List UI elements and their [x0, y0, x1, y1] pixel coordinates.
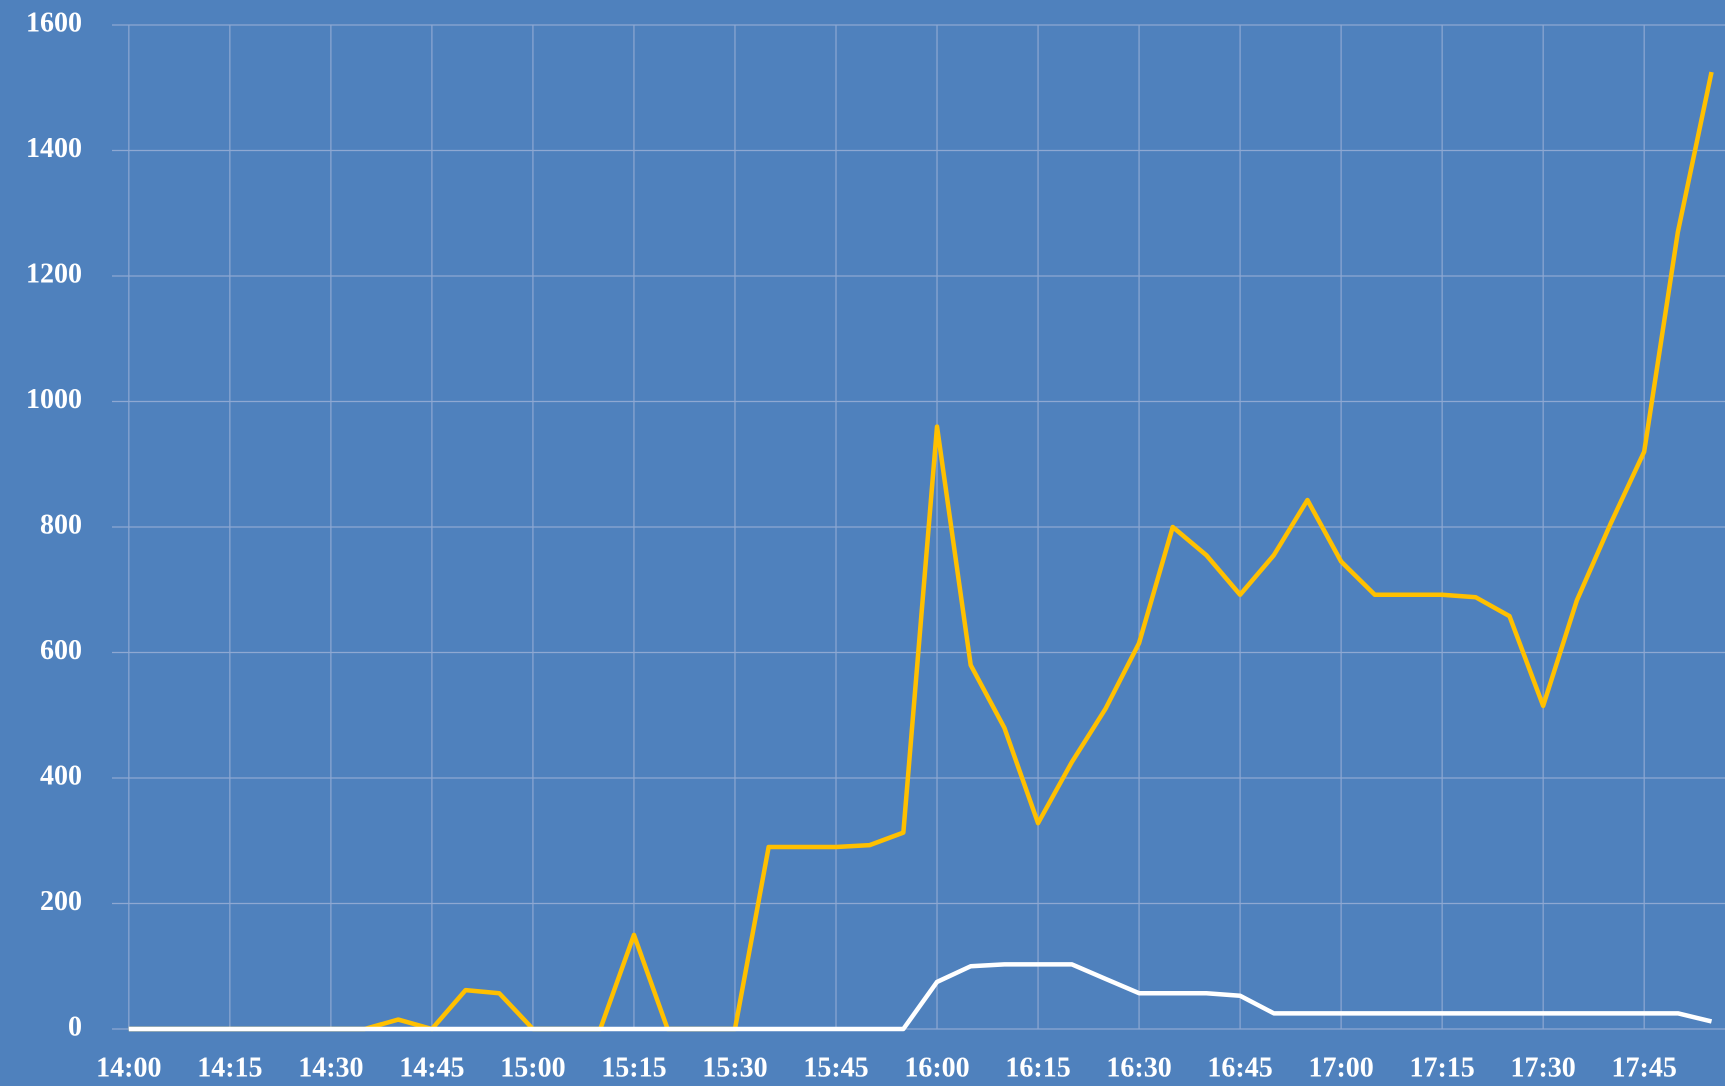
y-tick-label: 400 [40, 760, 82, 791]
y-tick-label: 1400 [26, 133, 82, 164]
x-tick-label: 15:15 [601, 1052, 666, 1083]
x-tick-label: 17:30 [1510, 1052, 1575, 1083]
x-tick-label: 14:30 [298, 1052, 363, 1083]
x-tick-label: 17:00 [1308, 1052, 1373, 1083]
x-tick-label: 14:00 [96, 1052, 161, 1083]
y-tick-label: 1000 [26, 384, 82, 415]
y-tick-label: 0 [68, 1011, 82, 1042]
x-tick-label: 17:15 [1409, 1052, 1474, 1083]
y-tick-label: 200 [40, 886, 82, 917]
x-tick-label: 16:30 [1106, 1052, 1171, 1083]
x-tick-label: 15:30 [702, 1052, 767, 1083]
x-tick-label: 15:45 [803, 1052, 868, 1083]
y-tick-label: 600 [40, 635, 82, 666]
x-tick-label: 14:15 [197, 1052, 262, 1083]
y-tick-label: 1600 [26, 7, 82, 38]
x-tick-label: 16:00 [904, 1052, 969, 1083]
data-line [128, 71, 1714, 1032]
y-tick-label: 800 [40, 509, 82, 540]
y-tick-label: 1200 [26, 258, 82, 289]
x-tick-label: 14:45 [399, 1052, 464, 1083]
x-tick-label: 16:15 [1005, 1052, 1070, 1083]
data-line [128, 962, 1713, 1032]
x-tick-label: 16:45 [1207, 1052, 1272, 1083]
x-tick-label: 17:45 [1612, 1052, 1677, 1083]
x-tick-label: 15:00 [500, 1052, 565, 1083]
